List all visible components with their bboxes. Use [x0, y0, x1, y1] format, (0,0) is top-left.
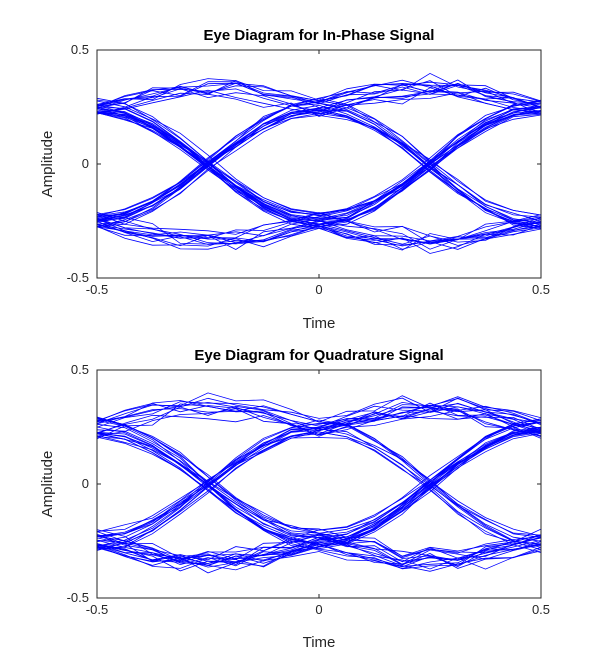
quadrature-eye-diagram: Eye Diagram for Quadrature Signal -0.5 0 0… — [39, 347, 550, 651]
quadrature-trace-line — [96, 423, 542, 544]
in-phase-trace-line — [96, 72, 542, 114]
quadrature-trace-line — [96, 400, 542, 434]
quadrature-y-tick-label: 0 — [82, 476, 89, 491]
in-phase-y-tick-label: 0 — [82, 156, 89, 171]
quadrature-trace-line — [96, 405, 542, 435]
in-phase-trace-line — [96, 89, 542, 115]
quadrature-ticks: -0.5 0 0.5 -0.5 0 0.5 — [67, 362, 550, 617]
in-phase-trace-line — [96, 83, 542, 221]
quadrature-trace-line — [96, 428, 542, 564]
in-phase-trace-line — [96, 97, 542, 228]
in-phase-x-tick-label: -0.5 — [86, 282, 108, 297]
quadrature-trace-line — [96, 417, 542, 558]
quadrature-y-tick-label: 0.5 — [71, 362, 89, 377]
in-phase-eye-diagram: Eye Diagram for In-Phase Signal -0.5 0 0.5… — [39, 27, 550, 332]
in-phase-trace-line — [96, 84, 542, 217]
quadrature-trace-line — [96, 403, 542, 533]
in-phase-trace-line — [96, 80, 542, 222]
quadrature-chart-title: Eye Diagram for Quadrature Signal — [194, 347, 443, 364]
in-phase-trace-line — [96, 107, 542, 247]
quadrature-trace-line — [96, 431, 542, 536]
quadrature-trace-line — [96, 397, 542, 550]
in-phase-y-tick-label: 0.5 — [71, 42, 89, 57]
quadrature-trace-line — [96, 436, 542, 565]
in-phase-trace-line — [96, 100, 542, 215]
in-phase-trace-line — [96, 81, 542, 225]
in-phase-trace-line — [96, 100, 542, 245]
quadrature-trace-line — [96, 428, 542, 537]
quadrature-trace-line — [96, 429, 542, 568]
quadrature-trace-line — [96, 428, 542, 553]
quadrature-y-tick-label: -0.5 — [67, 590, 89, 605]
in-phase-trace-line — [96, 218, 542, 245]
in-phase-trace-line — [96, 87, 542, 116]
in-phase-x-axis-label: Time — [303, 315, 336, 332]
in-phase-y-axis-label: Amplitude — [39, 131, 56, 198]
quadrature-trace-line — [96, 402, 542, 439]
quadrature-x-tick-label: 0 — [315, 602, 322, 617]
in-phase-chart-title: Eye Diagram for In-Phase Signal — [204, 27, 435, 44]
in-phase-x-tick-label: 0.5 — [532, 282, 550, 297]
in-phase-trace-line — [96, 212, 542, 246]
quadrature-trace-line — [96, 401, 542, 437]
quadrature-trace-line — [96, 432, 542, 563]
quadrature-trace-line — [96, 397, 542, 432]
in-phase-trace-line — [96, 79, 542, 227]
quadrature-trace-line — [96, 431, 542, 549]
in-phase-y-tick-label: -0.5 — [67, 270, 89, 285]
quadrature-trace-line — [96, 533, 542, 569]
in-phase-trace-line — [96, 109, 542, 227]
in-phase-trace-line — [96, 108, 542, 219]
in-phase-trace-line — [96, 106, 542, 220]
quadrature-x-tick-label: -0.5 — [86, 602, 108, 617]
quadrature-trace-line — [96, 419, 542, 548]
in-phase-traces — [96, 72, 542, 254]
in-phase-ticks: -0.5 0 0.5 -0.5 0 0.5 — [67, 42, 550, 297]
quadrature-trace-line — [96, 422, 542, 547]
in-phase-trace-line — [96, 218, 542, 250]
quadrature-trace-line — [96, 537, 542, 571]
in-phase-x-tick-label: 0 — [315, 282, 322, 297]
in-phase-trace-line — [96, 97, 542, 228]
quadrature-trace-line — [96, 405, 542, 537]
quadrature-trace-line — [96, 402, 542, 437]
quadrature-traces — [96, 392, 542, 574]
in-phase-trace-line — [96, 217, 542, 248]
quadrature-x-tick-label: 0.5 — [532, 602, 550, 617]
quadrature-x-axis-label: Time — [303, 634, 336, 651]
quadrature-trace-line — [96, 429, 542, 567]
in-phase-trace-line — [96, 212, 542, 244]
quadrature-y-axis-label: Amplitude — [39, 451, 56, 518]
in-phase-trace-line — [96, 104, 542, 250]
